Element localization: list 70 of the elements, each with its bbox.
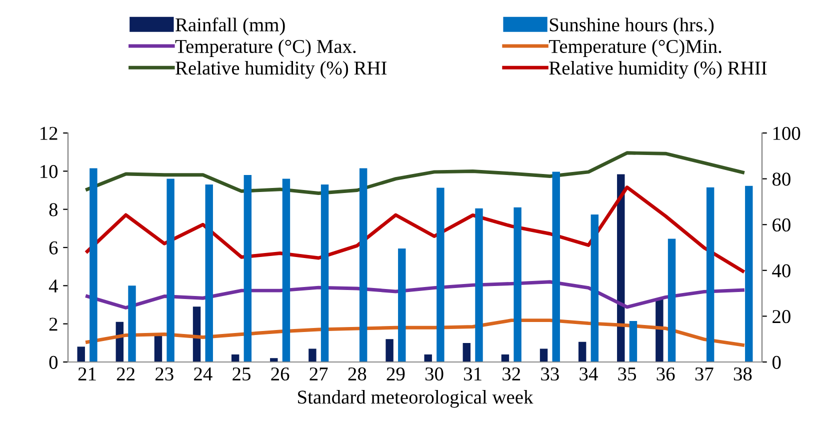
y2-tick-label: 20 [772, 310, 790, 324]
bar [244, 174, 252, 362]
y2-tick-label: 40 [772, 264, 790, 278]
bar [514, 207, 522, 362]
y2-tick-label: 0 [772, 356, 781, 369]
x-tick-label: 23 [156, 367, 174, 381]
bar [154, 335, 162, 362]
x-tick-label: 31 [464, 367, 482, 381]
bar [668, 238, 676, 362]
x-tick-label: 30 [425, 367, 444, 381]
x-tick-label: 33 [541, 367, 559, 381]
x-tick-label: 32 [502, 367, 520, 381]
x-tick-label: 21 [78, 367, 96, 380]
bar [308, 348, 316, 362]
bar [552, 172, 560, 362]
bar [745, 186, 753, 362]
x-tick-label: 35 [618, 367, 636, 381]
bar [192, 306, 201, 362]
y-tick-label: 10 [40, 164, 58, 178]
line-series [86, 151, 744, 195]
x-tick-label: 22 [116, 367, 134, 380]
y-tick-label: 0 [49, 356, 58, 369]
bar [205, 184, 213, 362]
x-tick-label: 27 [310, 367, 328, 380]
y-tick-label: 12 [40, 126, 58, 140]
legend-label: Temperature (°C) Max. [175, 39, 356, 57]
bar [320, 184, 329, 362]
bar [386, 339, 394, 362]
x-tick-label: 38 [734, 367, 752, 381]
y-tick-label: 8 [49, 203, 58, 216]
bar [475, 208, 483, 362]
bar [424, 354, 432, 362]
bar [656, 299, 664, 362]
x-tick-label: 36 [656, 367, 675, 381]
bar [462, 342, 471, 362]
legend-label: Rainfall (mm) [176, 18, 285, 36]
legend-label: Relative humidity (%) RHII [549, 60, 767, 79]
x-tick-label: 34 [580, 367, 598, 381]
bar [359, 168, 368, 362]
bar [398, 248, 406, 362]
bar [282, 178, 290, 362]
bar [436, 188, 444, 362]
y2-tick-label: 100 [773, 126, 800, 140]
x-tick-label: 24 [194, 367, 212, 380]
y2-tick-label: 80 [772, 172, 790, 186]
y-tick-label: 6 [49, 241, 58, 254]
bar [629, 320, 638, 362]
legend-label: Relative humidity (%) RHI [176, 60, 387, 79]
y-tick-label: 2 [49, 318, 58, 331]
x-axis-title: Standard meteorological week [298, 390, 534, 408]
y-tick-label: 4 [48, 280, 58, 292]
bar [166, 178, 174, 362]
x-tick-label: 28 [348, 367, 366, 381]
bar [578, 342, 586, 362]
bar [90, 168, 98, 362]
bar [540, 348, 548, 362]
x-tick-label: 25 [232, 367, 250, 381]
bar [128, 286, 136, 362]
bar [706, 187, 714, 362]
x-tick-label: 26 [271, 367, 290, 381]
legend-label: Temperature (°C)Min. [548, 39, 722, 57]
y2-tick-label: 60 [772, 218, 790, 232]
bar [77, 346, 85, 362]
x-tick-label: 29 [386, 367, 405, 381]
legend-label: Sunshine hours (hrs.) [550, 18, 714, 36]
bar [590, 214, 599, 362]
x-tick-label: 37 [695, 367, 714, 381]
bar [231, 354, 240, 362]
bar [617, 174, 625, 362]
bar [501, 354, 510, 362]
